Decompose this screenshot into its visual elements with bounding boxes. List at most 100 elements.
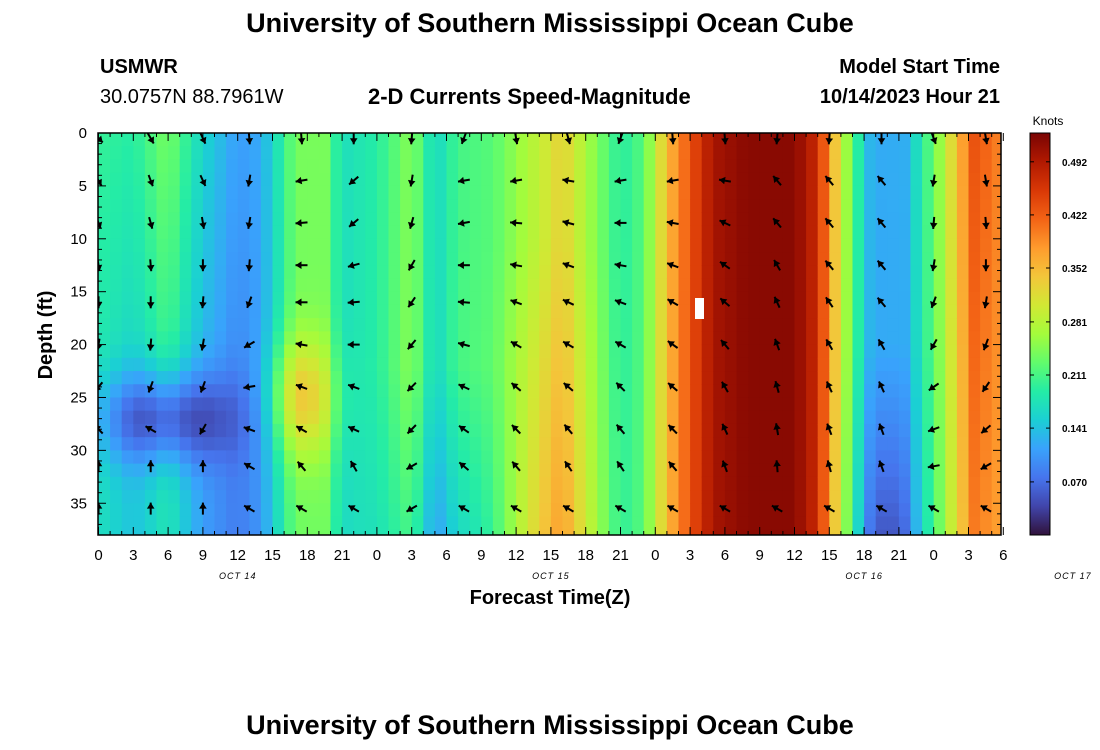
heat-cell bbox=[295, 516, 308, 531]
heat-cell bbox=[342, 344, 355, 359]
heat-cell bbox=[376, 384, 390, 399]
current-arrow bbox=[406, 424, 417, 435]
colorbar bbox=[1029, 132, 1051, 536]
heat-cell bbox=[249, 423, 262, 438]
heat-cell bbox=[260, 238, 274, 253]
heat-cell bbox=[191, 450, 204, 465]
heat-cell bbox=[226, 291, 239, 306]
heat-cell bbox=[597, 252, 610, 266]
heat-cell bbox=[168, 344, 181, 359]
heat-cell bbox=[724, 410, 738, 425]
heat-cell bbox=[620, 503, 633, 518]
current-arrow bbox=[614, 176, 627, 185]
current-arrow bbox=[347, 340, 360, 349]
heat-cell bbox=[864, 252, 877, 266]
heat-cell bbox=[585, 304, 598, 319]
heat-cell bbox=[434, 331, 448, 346]
heat-cell bbox=[133, 503, 146, 518]
heat-cell bbox=[574, 463, 587, 478]
heat-cell bbox=[481, 278, 494, 293]
heat-cell bbox=[260, 331, 274, 346]
heat-cell bbox=[284, 172, 297, 187]
heat-cell bbox=[388, 450, 401, 465]
day-label: OCT 14 bbox=[219, 571, 257, 581]
heat-cell bbox=[724, 185, 738, 200]
heat-cell bbox=[260, 252, 274, 266]
current-arrow bbox=[982, 216, 990, 229]
heat-cell bbox=[794, 410, 807, 425]
heat-cell bbox=[840, 172, 854, 187]
heat-cell bbox=[910, 410, 923, 425]
heat-cell bbox=[214, 318, 227, 332]
heat-cell bbox=[991, 278, 1001, 293]
heat-cell bbox=[284, 410, 297, 425]
heat-cell bbox=[713, 185, 726, 200]
heat-cell bbox=[574, 212, 587, 227]
heat-cell bbox=[260, 265, 274, 280]
heat-cell bbox=[597, 199, 610, 213]
heat-cell bbox=[191, 410, 204, 425]
heat-cell bbox=[330, 529, 343, 535]
heat-cell bbox=[562, 529, 575, 535]
heat-cell bbox=[898, 397, 912, 412]
y-tick-label: 25 bbox=[70, 390, 87, 407]
heat-cell bbox=[817, 185, 830, 200]
heat-cell bbox=[295, 278, 308, 293]
heat-cell bbox=[632, 357, 645, 372]
heat-cell bbox=[574, 371, 587, 385]
heat-cell bbox=[237, 133, 250, 147]
heat-cell bbox=[956, 384, 970, 399]
heat-cell bbox=[121, 252, 134, 266]
heat-cell bbox=[376, 503, 390, 518]
heat-cell bbox=[991, 265, 1001, 280]
heat-cell bbox=[574, 344, 587, 359]
heat-cell bbox=[922, 397, 935, 412]
heat-cell bbox=[469, 318, 482, 332]
heat-cell bbox=[736, 490, 749, 504]
heat-cell bbox=[434, 199, 448, 213]
heat-cell bbox=[922, 529, 935, 535]
heat-cell bbox=[411, 133, 424, 147]
heat-cell bbox=[852, 172, 865, 187]
heat-cell bbox=[249, 410, 262, 425]
heat-cell bbox=[110, 252, 123, 266]
heat-cell bbox=[887, 199, 900, 213]
current-arrow bbox=[243, 425, 256, 433]
heat-cell bbox=[400, 371, 413, 385]
station-name: USMWR bbox=[100, 56, 178, 78]
heat-cell bbox=[736, 516, 749, 531]
heat-cell bbox=[179, 476, 192, 491]
heat-cell bbox=[840, 490, 854, 504]
heat-cell bbox=[922, 371, 935, 385]
heat-cell bbox=[226, 318, 239, 332]
heat-cell bbox=[469, 172, 482, 187]
heat-cell bbox=[365, 291, 378, 306]
heat-cell bbox=[910, 529, 923, 535]
heat-cell bbox=[806, 278, 819, 293]
heat-cell bbox=[864, 490, 877, 504]
heat-cell bbox=[295, 304, 308, 319]
heat-cell bbox=[133, 278, 146, 293]
heat-cell bbox=[597, 529, 610, 535]
heat-cell bbox=[585, 172, 598, 187]
heat-cell bbox=[446, 252, 459, 266]
heat-cell bbox=[168, 423, 181, 438]
heat-cell bbox=[597, 291, 610, 306]
heat-cell bbox=[376, 529, 390, 535]
heat-cell bbox=[446, 331, 459, 346]
heat-cell bbox=[829, 278, 842, 293]
heat-cell bbox=[910, 344, 923, 359]
heat-cell bbox=[458, 199, 471, 213]
heat-cell bbox=[156, 265, 169, 280]
current-arrow bbox=[876, 217, 887, 229]
heat-cell bbox=[806, 304, 819, 319]
heat-cell bbox=[771, 357, 784, 372]
heat-cell bbox=[179, 304, 192, 319]
heat-cell bbox=[632, 185, 645, 200]
heat-cell bbox=[550, 397, 564, 412]
heat-cell bbox=[121, 397, 134, 412]
heat-cell bbox=[840, 423, 854, 438]
heat-cell bbox=[991, 476, 1001, 491]
heat-cell bbox=[237, 529, 250, 535]
heat-cell bbox=[400, 146, 413, 161]
